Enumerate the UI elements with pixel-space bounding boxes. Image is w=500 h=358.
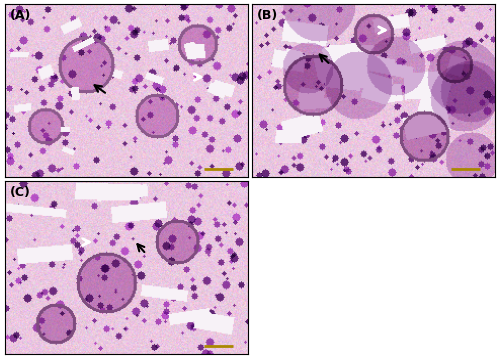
Text: (B): (B)	[258, 9, 278, 22]
Text: (C): (C)	[10, 186, 30, 199]
Text: (A): (A)	[10, 9, 31, 22]
